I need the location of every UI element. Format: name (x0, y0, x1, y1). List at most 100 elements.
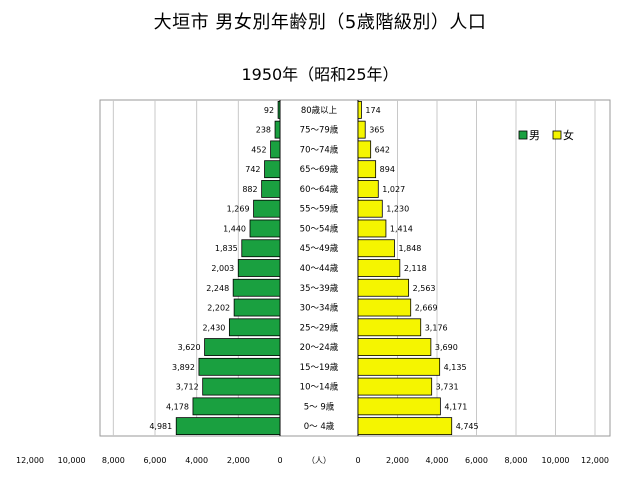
bar-male (241, 239, 281, 258)
data-label-male: 2,202 (207, 304, 230, 313)
age-category-label: 40～44歳 (300, 263, 339, 274)
legend-label-female: 女 (563, 128, 574, 142)
chart-subtitle: 1950年（昭和25年） (241, 65, 399, 84)
bar-male (233, 298, 281, 317)
data-label-male: 742 (245, 165, 260, 174)
legend-swatch-female (552, 130, 562, 140)
bar-female (357, 278, 410, 297)
age-category-label: 75～79歳 (300, 125, 339, 136)
bar-female (357, 259, 401, 277)
x-tick-label-right: 4,000 (426, 456, 449, 465)
bar-male (202, 377, 281, 396)
data-label-male: 1,440 (223, 224, 246, 233)
age-category-label: 70～74歳 (300, 144, 339, 155)
x-unit-label: （人） (307, 456, 331, 465)
bar-male (253, 199, 281, 218)
bar-female (357, 417, 453, 436)
data-label-male: 1,269 (227, 205, 250, 214)
bar-female (357, 397, 441, 416)
x-tick-label-right: 0 (355, 456, 360, 465)
bar-male (198, 357, 281, 376)
age-category-label: 80歳以上 (301, 105, 338, 116)
bar-female (357, 219, 387, 238)
age-category-label: 25～29歳 (300, 322, 339, 333)
bar-male (237, 259, 281, 277)
x-tick-label-left: 12,000 (16, 456, 44, 465)
data-label-male: 2,248 (206, 284, 229, 293)
x-tick-label-right: 12,000 (581, 456, 609, 465)
data-label-female: 3,731 (436, 383, 459, 392)
data-label-male: 882 (242, 185, 257, 194)
bar-female (357, 298, 412, 317)
data-label-male: 3,620 (178, 343, 201, 352)
bar-male (270, 140, 281, 159)
data-label-female: 1,230 (386, 205, 409, 214)
age-category-label: 10～14歳 (300, 382, 339, 393)
data-label-female: 4,171 (444, 402, 467, 411)
data-label-female: 642 (375, 145, 390, 154)
x-tick-label-left: 4,000 (185, 456, 208, 465)
bar-female (357, 377, 433, 396)
data-label-male: 1,835 (215, 244, 238, 253)
age-category-label: 35～39歳 (300, 283, 339, 294)
data-label-female: 365 (369, 126, 384, 135)
data-label-male: 4,981 (149, 422, 172, 431)
x-tick-label-left: 6,000 (144, 456, 167, 465)
age-category-label: 0～ 4歳 (304, 421, 335, 432)
bar-male (264, 160, 281, 179)
data-label-female: 4,745 (456, 422, 479, 431)
plot-area (99, 99, 611, 437)
data-label-female: 4,135 (444, 363, 467, 372)
bar-male (192, 397, 281, 416)
age-category-label: 30～34歳 (300, 303, 339, 314)
data-label-male: 238 (256, 126, 271, 135)
legend-label-male: 男 (529, 129, 540, 142)
x-tick-label-left: 10,000 (58, 456, 86, 465)
bar-male (204, 338, 281, 356)
bar-female (357, 357, 441, 376)
bar-male (277, 100, 281, 119)
chart-title: 大垣市 男女別年齢別（5歳階級別）人口 (153, 12, 487, 33)
data-label-female: 3,690 (435, 343, 458, 352)
data-label-male: 452 (251, 145, 266, 154)
age-category-label: 45～49歳 (300, 243, 339, 254)
bar-female (357, 160, 377, 179)
data-label-male: 2,003 (211, 264, 234, 273)
data-label-female: 3,176 (425, 323, 448, 332)
age-category-label: 15～19歳 (300, 362, 339, 373)
data-label-female: 1,414 (390, 224, 413, 233)
x-tick-label-right: 6,000 (465, 456, 488, 465)
bar-male (274, 120, 281, 139)
bar-female (357, 140, 372, 159)
data-label-male: 2,430 (202, 323, 225, 332)
data-label-male: 3,712 (176, 383, 199, 392)
data-label-female: 2,669 (415, 304, 438, 313)
bar-female (357, 100, 362, 119)
x-tick-label-left: 2,000 (227, 456, 250, 465)
bar-male (175, 417, 281, 436)
bar-male (261, 180, 281, 198)
legend-swatch-male (518, 130, 528, 140)
bar-male (232, 278, 281, 297)
age-category-label: 20～24歳 (300, 342, 339, 353)
x-tick-label-left: 8,000 (102, 456, 125, 465)
data-label-male: 3,892 (172, 363, 195, 372)
bar-female (357, 199, 383, 218)
bar-female (357, 120, 366, 139)
age-category-label: 50～54歳 (300, 223, 339, 234)
age-category-label: 60～64歳 (300, 184, 339, 195)
data-label-male: 92 (264, 106, 274, 115)
age-category-label: 65～69歳 (300, 164, 339, 175)
data-label-female: 2,118 (404, 264, 427, 273)
data-label-female: 174 (365, 106, 380, 115)
data-label-female: 2,563 (413, 284, 436, 293)
x-tick-label-left: 0 (277, 456, 282, 465)
x-tick-label-right: 2,000 (386, 456, 409, 465)
data-label-male: 4,178 (166, 402, 189, 411)
data-label-female: 1,027 (382, 185, 405, 194)
bar-female (357, 239, 395, 258)
data-label-female: 894 (380, 165, 395, 174)
bar-female (357, 338, 432, 356)
bar-female (357, 318, 422, 337)
